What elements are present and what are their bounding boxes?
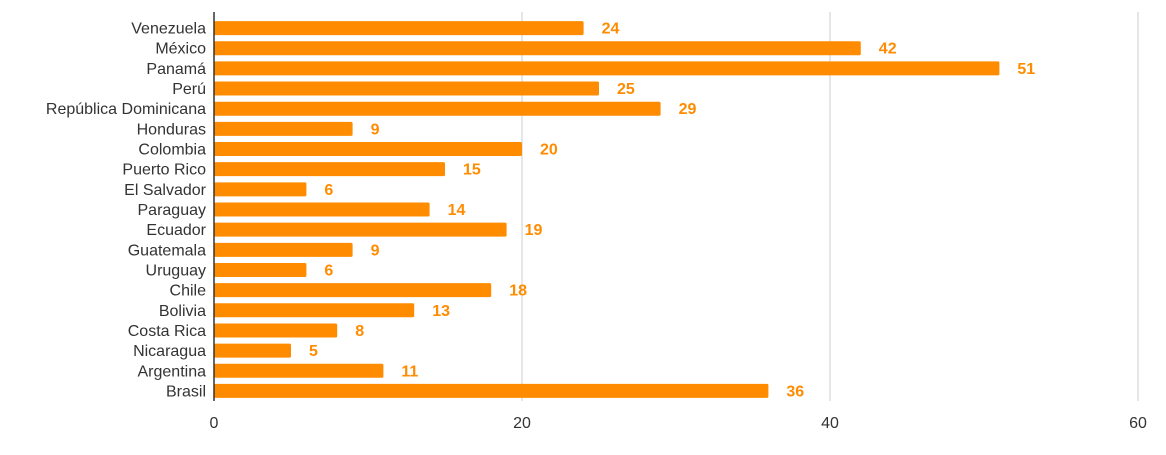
data-label: 15	[463, 162, 481, 179]
data-label: 13	[432, 303, 450, 320]
data-label: 19	[525, 222, 543, 239]
bar	[214, 101, 661, 116]
x-tick-label: 0	[210, 415, 219, 432]
bar	[214, 242, 353, 257]
bar	[214, 41, 861, 56]
category-label: Brasil	[166, 383, 206, 400]
bar	[214, 303, 415, 318]
category-label: Perú	[172, 81, 206, 98]
category-label: Argentina	[138, 363, 207, 380]
data-label: 9	[371, 121, 380, 138]
bar	[214, 182, 307, 197]
category-label: Colombia	[138, 142, 206, 159]
category-label: Ecuador	[146, 222, 206, 239]
x-tick-label: 40	[821, 415, 839, 432]
bar	[214, 222, 507, 237]
category-label: República Dominicana	[46, 101, 206, 118]
bar	[214, 262, 307, 277]
category-label: El Salvador	[124, 182, 206, 199]
category-label: Puerto Rico	[122, 162, 206, 179]
x-axis-ticks: 0 20 40 60	[210, 415, 1147, 432]
data-label: 25	[617, 81, 635, 98]
bar	[214, 323, 338, 338]
data-label: 29	[679, 101, 697, 118]
data-label: 11	[401, 363, 418, 380]
x-tick-label: 20	[513, 415, 531, 432]
category-label: Costa Rica	[128, 323, 206, 340]
category-label: Uruguay	[146, 262, 206, 279]
data-label: 6	[324, 262, 333, 279]
bar	[214, 81, 599, 96]
x-tick-label: 60	[1129, 415, 1147, 432]
data-label: 9	[371, 242, 380, 259]
category-label: Honduras	[137, 121, 206, 138]
data-label: 36	[786, 383, 804, 400]
category-label: Bolivia	[159, 303, 206, 320]
bar	[214, 383, 769, 398]
data-labels: 24 42 51 25 29 9 20 15 6 14 19 9 6 18 13 8 5 11 36	[309, 21, 1035, 401]
category-label: Nicaragua	[133, 343, 206, 360]
bar	[214, 343, 291, 358]
category-label: Venezuela	[131, 21, 206, 38]
data-label: 51	[1017, 61, 1035, 78]
category-label: Panamá	[146, 61, 206, 78]
data-label: 5	[309, 343, 318, 360]
bar	[214, 202, 430, 217]
bar	[214, 162, 445, 177]
category-label: Paraguay	[138, 202, 207, 219]
data-label: 20	[540, 142, 558, 159]
data-label: 6	[324, 182, 333, 199]
data-label: 24	[602, 21, 620, 38]
category-labels: Venezuela México Panamá Perú República Domin…	[46, 21, 207, 401]
bar	[214, 142, 522, 157]
grid-lines	[521, 12, 1139, 401]
category-label: México	[155, 41, 206, 58]
bar	[214, 21, 584, 36]
bar	[214, 121, 353, 136]
bar	[214, 283, 492, 298]
data-label: 8	[355, 323, 364, 340]
data-label: 14	[448, 202, 466, 219]
data-label: 18	[509, 283, 527, 300]
bar	[214, 363, 384, 378]
category-label: Guatemala	[128, 242, 206, 259]
bar	[214, 61, 1000, 76]
category-label: Chile	[170, 283, 207, 300]
bars	[214, 21, 1000, 398]
data-label: 42	[879, 41, 897, 58]
